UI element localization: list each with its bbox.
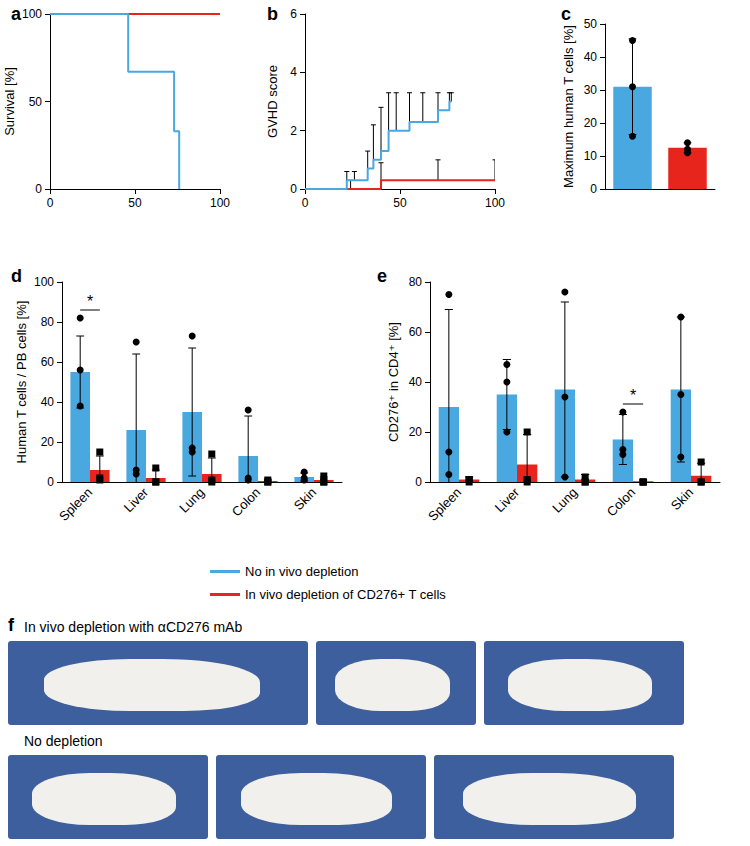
svg-text:*: *: [87, 293, 93, 310]
svg-text:6: 6: [290, 7, 297, 21]
svg-text:10: 10: [584, 149, 598, 163]
svg-text:Skin: Skin: [668, 485, 696, 513]
svg-text:4: 4: [290, 65, 297, 79]
svg-text:50: 50: [584, 17, 598, 31]
svg-text:80: 80: [41, 315, 55, 329]
svg-text:Maximum human T cells [%]: Maximum human T cells [%]: [561, 25, 576, 188]
svg-text:CD276⁺ in CD4⁺ [%]: CD276⁺ in CD4⁺ [%]: [386, 322, 401, 442]
svg-text:b: b: [267, 4, 278, 24]
svg-text:0: 0: [47, 475, 54, 489]
html-text:In vivo depletion with αCD276: In vivo depletion with αCD276 mAb: [24, 619, 243, 635]
svg-text:Survival [%]: Survival [%]: [2, 67, 17, 136]
svg-text:20: 20: [409, 425, 423, 439]
svg-text:60: 60: [409, 325, 423, 339]
svg-text:GVHD score: GVHD score: [265, 65, 280, 138]
svg-text:Skin: Skin: [291, 485, 319, 513]
svg-text:No in vivo depletion: No in vivo depletion: [245, 564, 358, 579]
svg-text:0: 0: [302, 196, 309, 210]
svg-text:Colon: Colon: [604, 485, 639, 520]
svg-text:Liver: Liver: [121, 484, 152, 515]
svg-text:50: 50: [29, 95, 43, 109]
svg-text:0: 0: [290, 182, 297, 196]
svg-text:Colon: Colon: [229, 485, 264, 520]
svg-text:50: 50: [128, 196, 142, 210]
svg-text:Spleen: Spleen: [425, 485, 464, 524]
svg-text:a: a: [11, 4, 22, 24]
svg-text:40: 40: [584, 50, 598, 64]
svg-text:*: *: [630, 387, 636, 404]
svg-text:d: d: [11, 266, 22, 286]
svg-text:100: 100: [34, 275, 54, 289]
svg-text:Human T cells / PB cells [%]: Human T cells / PB cells [%]: [14, 301, 29, 464]
svg-text:0: 0: [415, 475, 422, 489]
svg-text:0: 0: [47, 196, 54, 210]
svg-text:40: 40: [409, 375, 423, 389]
svg-text:2: 2: [290, 124, 297, 138]
svg-text:0: 0: [35, 182, 42, 196]
svg-text:40: 40: [41, 395, 55, 409]
svg-text:0: 0: [590, 182, 597, 196]
html-text:No depletion: No depletion: [24, 733, 103, 749]
svg-text:20: 20: [584, 116, 598, 130]
svg-text:60: 60: [41, 355, 55, 369]
svg-text:50: 50: [393, 196, 407, 210]
svg-text:100: 100: [22, 7, 42, 21]
svg-text:c: c: [561, 4, 571, 24]
svg-text:Liver: Liver: [492, 484, 523, 515]
svg-text:100: 100: [210, 196, 230, 210]
svg-text:In vivo depletion of CD276+ T: In vivo depletion of CD276+ T cells: [245, 587, 446, 602]
svg-text:e: e: [377, 266, 387, 286]
svg-text:20: 20: [41, 435, 55, 449]
svg-text:100: 100: [485, 196, 505, 210]
html-text:f: f: [8, 615, 14, 635]
svg-text:Lung: Lung: [176, 485, 207, 516]
svg-text:80: 80: [409, 275, 423, 289]
svg-text:Spleen: Spleen: [56, 485, 95, 524]
svg-text:Lung: Lung: [549, 485, 580, 516]
svg-text:30: 30: [584, 83, 598, 97]
